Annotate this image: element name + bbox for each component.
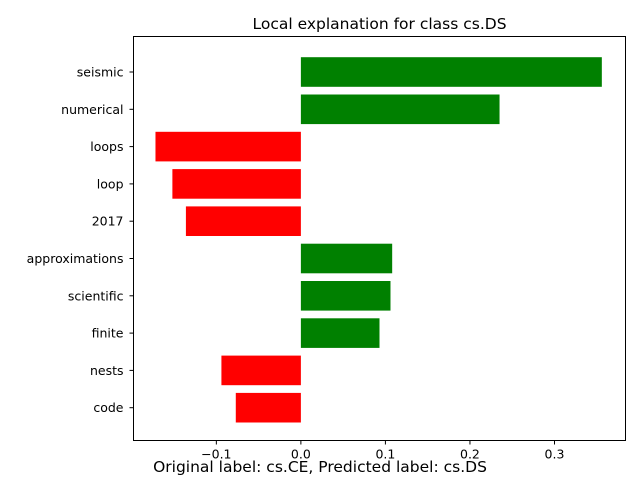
y-axis: seismic numerical loops loop 2017 approximati…: [27, 65, 134, 415]
y-tick-label-numerical: numerical: [61, 102, 123, 117]
bar-approximations: [300, 243, 393, 274]
bars-group: [155, 57, 602, 423]
chart-title: Local explanation for class cs.DS: [252, 15, 506, 33]
plot-frame: [133, 36, 626, 441]
y-tick-label-seismic: seismic: [77, 65, 124, 80]
x-tick-label-0: −0.1: [201, 447, 231, 462]
caption-text: Original label: cs.CE, Predicted label: …: [153, 458, 487, 476]
bar-seismic: [300, 57, 602, 87]
y-tick-label-nests: nests: [90, 363, 124, 378]
bar-loops: [155, 131, 301, 162]
x-tick-label-3: 0.2: [460, 447, 480, 462]
bar-nests: [221, 355, 301, 386]
x-axis: −0.1 0.0 0.1 0.2 0.3: [201, 440, 565, 462]
x-tick-label-2: 0.1: [375, 447, 395, 462]
bar-scientific: [300, 281, 391, 311]
bar-2017: [185, 206, 301, 236]
y-tick-label-scientific: scientific: [68, 288, 124, 303]
bar-finite: [300, 318, 380, 348]
x-tick-label-1: 0.0: [291, 447, 311, 462]
bar-numerical: [300, 94, 500, 125]
bar-loop: [172, 169, 301, 199]
y-tick-label-2017: 2017: [92, 214, 124, 229]
y-tick-label-finite: finite: [92, 326, 124, 341]
bar-code: [235, 392, 301, 423]
y-tick-label-approximations: approximations: [27, 251, 124, 266]
x-tick-label-4: 0.3: [545, 447, 565, 462]
y-tick-label-loops: loops: [90, 139, 123, 154]
y-tick-label-code: code: [93, 400, 123, 415]
y-tick-label-loop: loop: [97, 176, 124, 191]
